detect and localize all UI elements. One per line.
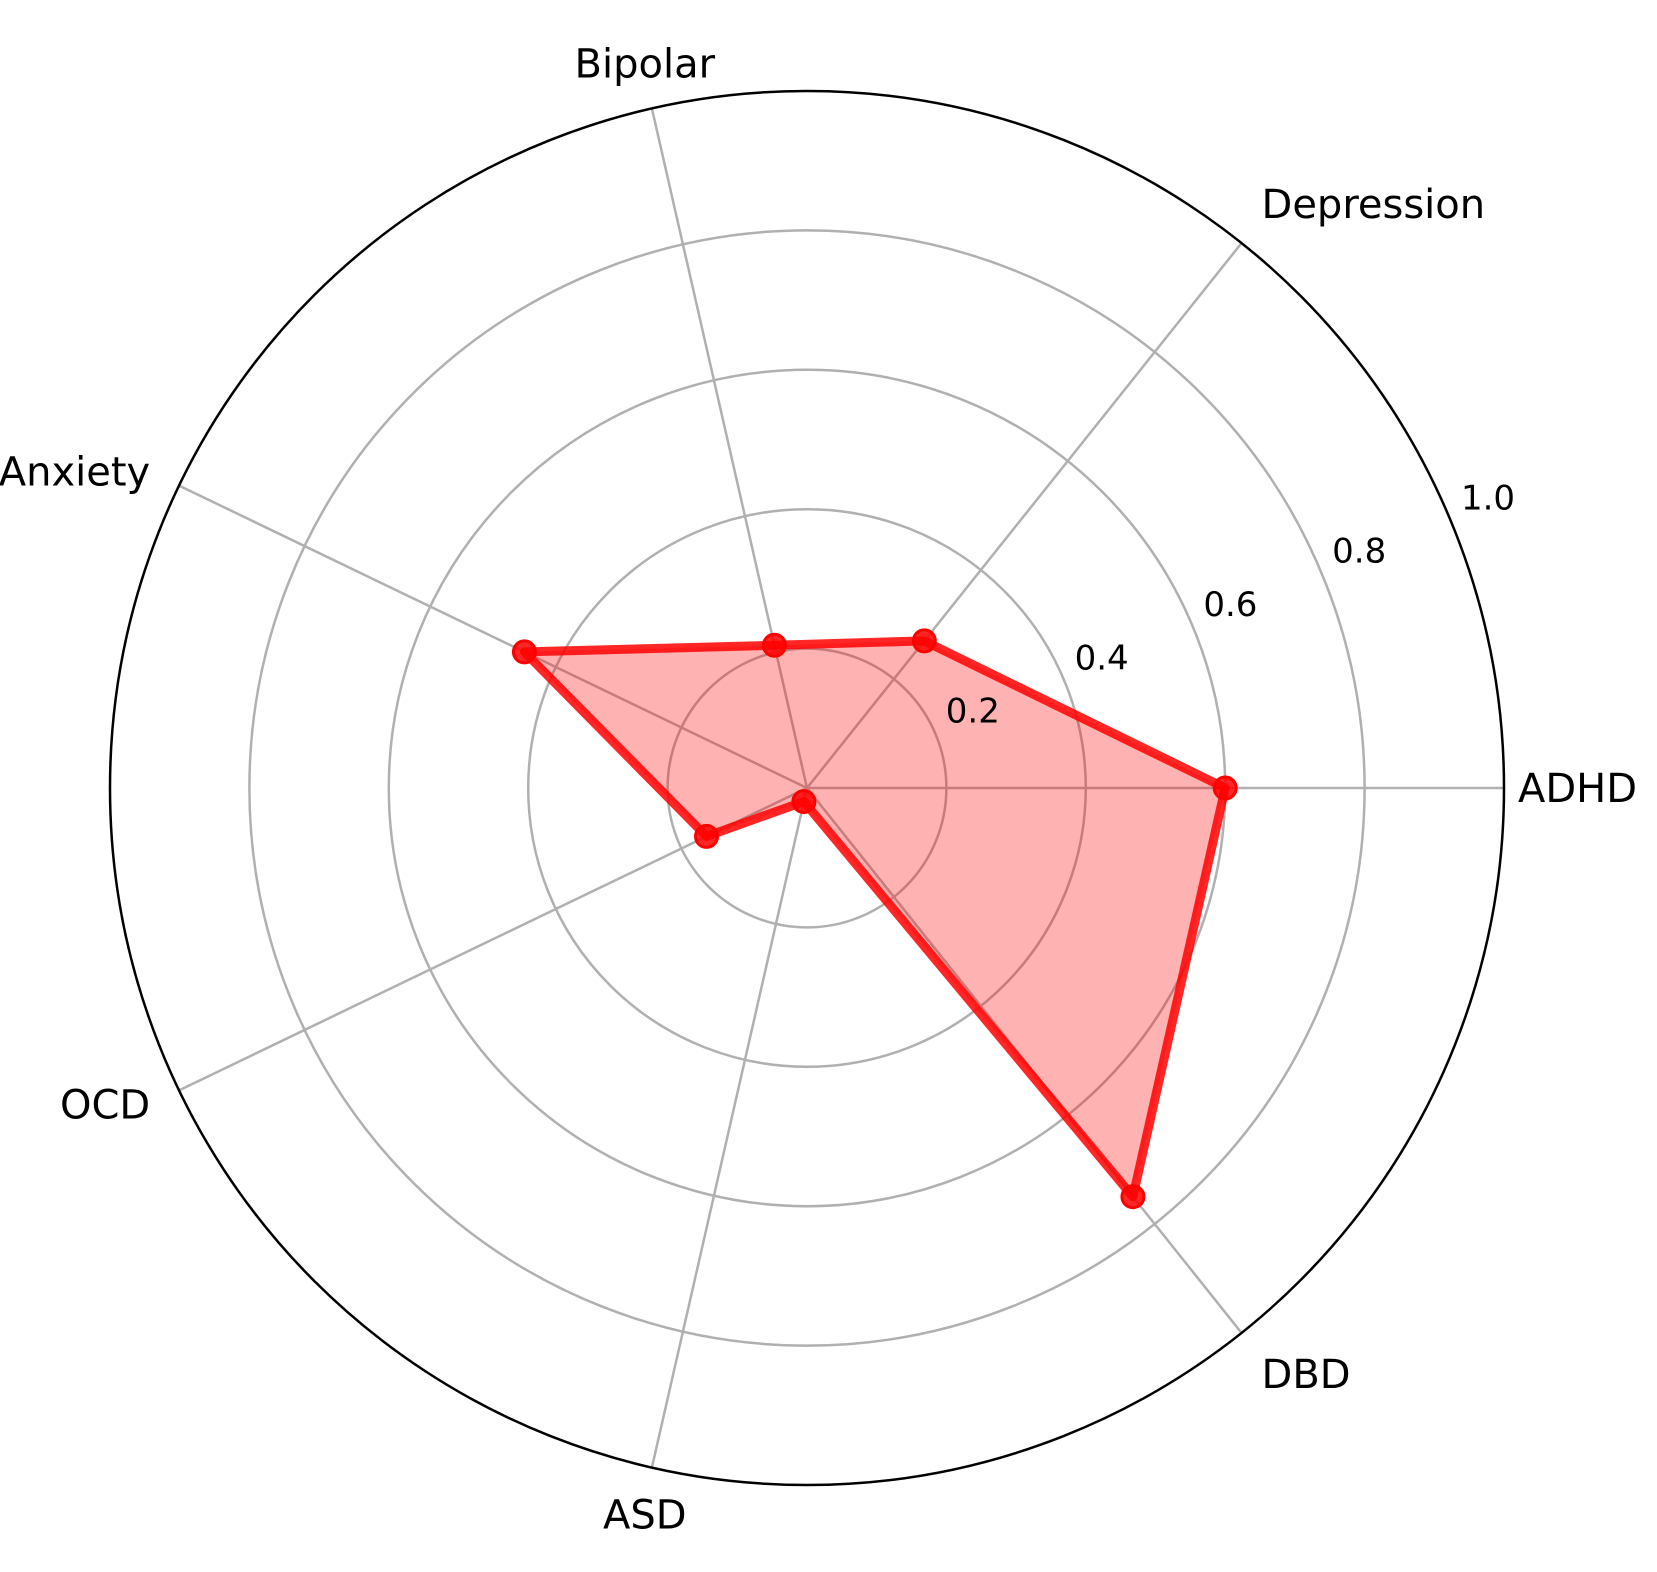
data-point-dbd	[1120, 1184, 1146, 1210]
data-point-asd	[791, 789, 817, 815]
data-point-anxiety	[511, 639, 537, 665]
category-label-anxiety: Anxiety	[0, 450, 150, 496]
data-fill	[524, 640, 1226, 1197]
data-line	[519, 636, 1230, 1202]
outer-circle	[108, 89, 1506, 1487]
grid-spoke	[178, 484, 808, 790]
category-label-adhd: ADHD	[1518, 766, 1637, 812]
grid-spoke	[650, 787, 809, 1468]
radial-tick-labels: 0.2 0.4 0.6 0.8 1.0	[946, 478, 1515, 731]
data-point-adhd	[1212, 775, 1238, 801]
category-label-depression: Depression	[1262, 182, 1486, 228]
grid-spoke	[806, 242, 1243, 789]
category-labels: ADHD Depression Bipolar Anxiety OCD ASD DBD	[0, 41, 1637, 1538]
data-point-ocd	[694, 823, 720, 849]
tick-label: 0.8	[1332, 532, 1386, 572]
grid-spoke	[650, 108, 809, 789]
data-area	[519, 636, 1230, 1202]
tick-label: 0.2	[946, 692, 1000, 732]
category-label-asd: ASD	[603, 1493, 687, 1539]
tick-label: 1.0	[1461, 478, 1515, 518]
outer-frame	[108, 89, 1506, 1487]
data-point-depression	[911, 628, 937, 654]
tick-label: 0.4	[1075, 638, 1129, 678]
category-label-bipolar: Bipolar	[575, 41, 716, 87]
category-label-ocd: OCD	[60, 1082, 150, 1128]
data-points	[511, 628, 1238, 1210]
data-point-bipolar	[761, 632, 787, 658]
tick-label: 0.6	[1203, 585, 1257, 625]
category-label-dbd: DBD	[1262, 1352, 1351, 1398]
